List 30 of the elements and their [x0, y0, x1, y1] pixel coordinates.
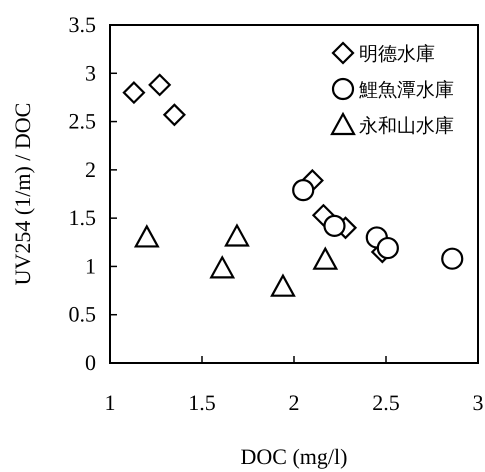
point	[292, 179, 314, 202]
y-tick-label: 1.5	[68, 205, 96, 230]
x-axis-title: DOC (mg/l)	[240, 444, 348, 469]
legend-label: 永和山水庫	[359, 115, 454, 137]
x-tick-label: 1.5	[188, 390, 216, 415]
point	[224, 224, 250, 247]
point	[323, 214, 346, 237]
y-tick-label: 3	[85, 60, 96, 86]
point	[163, 104, 186, 126]
y-tick-label: 0	[85, 350, 96, 375]
x-tick-label: 3	[472, 390, 484, 415]
y-tick-label: 1	[85, 253, 96, 278]
point	[270, 274, 296, 297]
y-axis-title: UV254 (1/m) / DOC	[10, 102, 35, 286]
y-tick-label: 0.5	[68, 302, 96, 327]
point	[441, 248, 464, 270]
y-tick-label: 2.5	[68, 108, 96, 134]
x-tick-label: 1	[104, 390, 116, 415]
point	[122, 82, 146, 104]
point	[210, 256, 234, 278]
point	[376, 236, 399, 260]
x-tick-label: 2	[288, 390, 300, 415]
y-tick-label: 2	[85, 156, 96, 182]
point	[148, 74, 171, 96]
y-tick-label: 3.5	[68, 12, 96, 37]
point	[134, 225, 159, 248]
point	[313, 248, 338, 270]
x-tick-label: 2.5	[372, 390, 400, 415]
legend-label: 鯉魚潭水庫	[359, 79, 454, 101]
legend-label: 明德水庫	[359, 43, 435, 65]
